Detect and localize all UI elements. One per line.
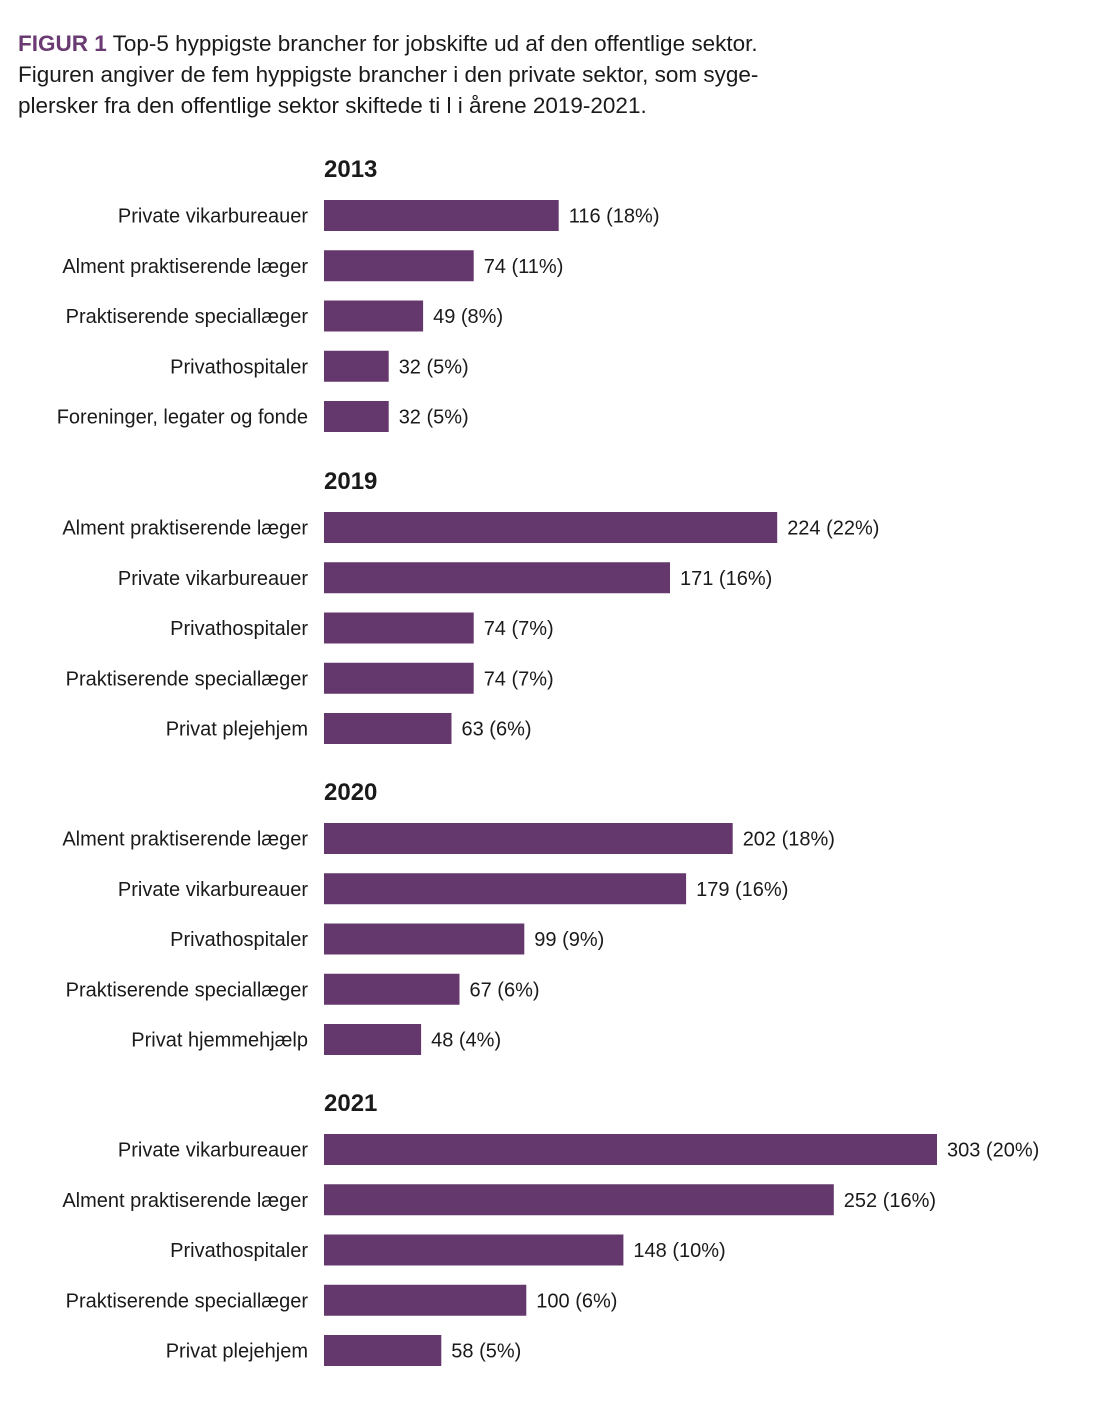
- category-label: Foreninger, legater og fonde: [57, 407, 308, 429]
- category-label: Privathospitaler: [170, 929, 308, 951]
- value-label: 74 (7%): [484, 668, 554, 690]
- value-label: 100 (6%): [536, 1290, 617, 1312]
- category-label: Alment praktiserende læger: [62, 1190, 308, 1212]
- value-label: 179 (16%): [696, 879, 788, 901]
- category-label: Praktiserende speciallæger: [66, 1290, 309, 1312]
- category-label: Praktiserende speciallæger: [66, 306, 309, 328]
- category-label: Praktiserende speciallæger: [66, 668, 309, 690]
- bar: [324, 1284, 527, 1316]
- bar: [324, 1335, 442, 1366]
- panel-title: 2013: [324, 156, 377, 183]
- category-label: Privathospitaler: [170, 356, 308, 378]
- category-label: Privat plejehjem: [166, 1341, 308, 1363]
- value-label: 49 (8%): [433, 306, 503, 328]
- category-label: Privat hjemmehjælp: [131, 1030, 308, 1052]
- bar: [324, 662, 474, 694]
- category-label: Alment praktiserende læger: [62, 256, 308, 278]
- caption-line-1: Top-5 hyppigste brancher for jobskifte u…: [112, 31, 758, 56]
- value-label: 99 (9%): [534, 929, 604, 951]
- category-label: Privat plejehjem: [166, 719, 308, 741]
- panel-title: 2019: [324, 468, 377, 495]
- caption-line-2: Figuren angiver de fem hyppigste branche…: [18, 62, 759, 87]
- value-label: 58 (5%): [451, 1341, 521, 1363]
- bar: [324, 250, 474, 282]
- bar: [324, 873, 687, 905]
- value-label: 32 (5%): [399, 407, 469, 429]
- value-label: 252 (16%): [844, 1190, 936, 1212]
- category-label: Private vikarbureauer: [118, 568, 308, 590]
- category-label: Private vikarbureauer: [118, 879, 308, 901]
- value-label: 303 (20%): [947, 1140, 1039, 1162]
- bar: [324, 713, 452, 744]
- caption-line-3: plersker fra den offentlige sektor skift…: [18, 93, 647, 118]
- bar: [324, 823, 733, 854]
- category-label: Alment praktiserende læger: [62, 829, 308, 851]
- bar: [324, 350, 389, 382]
- bar: [324, 612, 474, 644]
- category-label: Praktiserende speciallæger: [66, 979, 309, 1001]
- figure-caption: FIGUR 1 Top-5 hyppigste brancher for job…: [18, 28, 1098, 121]
- value-label: 74 (11%): [484, 256, 564, 278]
- bar: [324, 562, 670, 594]
- chart-panel-2013: 2013 Private vikarbureauer 116 (18%) Alment…: [57, 156, 660, 432]
- bar: [324, 512, 778, 543]
- category-label: Private vikarbureauer: [118, 1140, 308, 1162]
- panel-title: 2021: [324, 1090, 377, 1117]
- value-label: 224 (22%): [787, 518, 879, 540]
- category-label: Private vikarbureauer: [118, 206, 308, 228]
- value-label: 171 (16%): [680, 568, 772, 590]
- bar: [324, 973, 460, 1005]
- bar: [324, 200, 559, 231]
- bar: [324, 1024, 422, 1055]
- value-label: 116 (18%): [569, 206, 660, 228]
- bar: [324, 1134, 937, 1165]
- bar: [324, 1184, 834, 1216]
- chart-panel-2021: 2021 Private vikarbureauer 303 (20%) Alment…: [62, 1090, 1039, 1366]
- value-label: 48 (4%): [431, 1030, 501, 1052]
- category-label: Privathospitaler: [170, 1240, 308, 1262]
- value-label: 63 (6%): [462, 719, 532, 741]
- chart-panel-2019: 2019 Alment praktiserende læger 224 (22%) P…: [62, 468, 879, 744]
- category-label: Privathospitaler: [170, 618, 308, 640]
- value-label: 32 (5%): [399, 356, 469, 378]
- value-label: 202 (18%): [743, 829, 835, 851]
- value-label: 67 (6%): [470, 979, 540, 1001]
- chart-panel-2020: 2020 Alment praktiserende læger 202 (18%) P…: [62, 779, 835, 1055]
- bar: [324, 401, 389, 432]
- figure-label: FIGUR 1: [18, 31, 107, 56]
- value-label: 148 (10%): [633, 1240, 725, 1262]
- bar: [324, 300, 424, 332]
- bar: [324, 923, 525, 955]
- panel-title: 2020: [324, 779, 377, 806]
- value-label: 74 (7%): [484, 618, 554, 640]
- category-label: Alment praktiserende læger: [62, 518, 308, 540]
- bar: [324, 1234, 624, 1266]
